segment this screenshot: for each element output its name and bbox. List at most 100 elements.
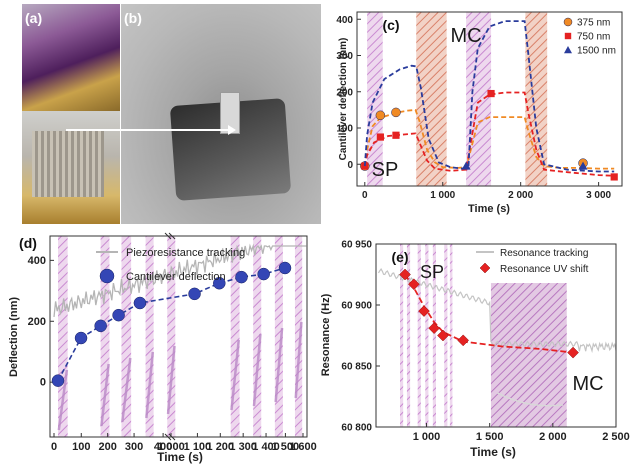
transient-trace-d — [294, 321, 303, 399]
series-tracking-e — [377, 268, 617, 354]
xtick-label-c: 1 000 — [430, 190, 455, 201]
data-point-d — [133, 296, 147, 310]
legend-label-e: Resonance tracking — [500, 248, 588, 259]
xtick-label-e: 1 500 — [476, 431, 504, 443]
xtick-label-d: 1 400 — [252, 441, 280, 453]
chip-cantilever-array — [32, 131, 104, 197]
chart-c: 0 100 200 300 400 0 1 000 2 000 3 000 Time (s) Can… — [336, 11, 623, 215]
panel-label-c: (c) — [382, 17, 399, 33]
x-axis-label-c: Time (s) — [468, 203, 510, 215]
annotation-sp-c: SP — [372, 159, 399, 181]
xtick-label-d: 1 500 — [272, 441, 300, 453]
data-point-c — [487, 89, 495, 98]
band-mc-1 — [416, 12, 447, 186]
data-point-e — [418, 305, 430, 317]
band-sp-e-0 — [400, 244, 404, 427]
legend-label-e: Resonance UV shift — [500, 264, 589, 275]
legend-label-c: 750 nm — [577, 32, 610, 43]
data-point-e — [428, 322, 440, 335]
data-point-e — [399, 268, 411, 281]
data-point-c — [375, 110, 386, 121]
annotation-sp-e: SP — [420, 262, 444, 282]
xtick-label-c: 3 000 — [586, 190, 611, 201]
legend-label-c: 375 nm — [577, 18, 610, 29]
data-point-d — [278, 261, 292, 275]
xtick-label-e: 2 500 — [602, 431, 630, 443]
band-sp-2 — [466, 12, 492, 186]
ytick-label-e: 60 950 — [341, 240, 372, 251]
band-sp-e-4 — [432, 244, 436, 427]
plot-frame-c — [356, 11, 623, 187]
transient-trace-d — [252, 333, 262, 407]
transient-trace-d — [121, 357, 132, 423]
panel-label-d: (d) — [19, 235, 37, 251]
ytick-label-d: 400 — [28, 255, 46, 267]
legend-label-d: Piezoresistance tracking — [126, 247, 245, 259]
ytick-label-c: 200 — [336, 87, 353, 98]
legend-marker-c — [563, 17, 573, 27]
legend-label-c: 1500 nm — [577, 46, 616, 57]
transient-trace-d — [166, 345, 176, 415]
chart-e: 60 800 60 850 60 900 60 950 1 000 1 500 2 000 2… — [320, 240, 630, 460]
data-point-e — [457, 334, 470, 347]
xtick-label-d: 400 — [154, 441, 172, 453]
transient-trace-d — [57, 369, 69, 431]
legend-label-d: Cantilever deflection — [126, 271, 226, 283]
pointer-arrow-head — [228, 125, 236, 135]
xtick-label-e: 2 000 — [539, 431, 567, 443]
data-point-d — [94, 319, 107, 333]
xtick-label-c: 0 — [362, 190, 368, 201]
xtick-label-d: 0 — [51, 441, 57, 453]
annotation-mc-c: MC — [450, 25, 481, 47]
band-sp-d-3 — [145, 236, 154, 437]
ytick-label-c: 0 — [347, 160, 353, 171]
xtick-label-c: 2 000 — [508, 190, 533, 201]
series-tracking-d — [53, 243, 307, 317]
band-sp-d-1 — [100, 236, 110, 437]
annotation-mc-e: MC — [572, 373, 603, 395]
band-sp-d-8 — [294, 236, 303, 437]
xtick-label-d: 100 — [72, 441, 90, 453]
band-sp-d-4 — [167, 236, 176, 437]
ytick-label-e: 60 850 — [341, 362, 372, 373]
legend-marker-c — [564, 46, 572, 54]
band-mc-3 — [525, 12, 548, 186]
ytick-label-d: 200 — [28, 316, 46, 328]
panel-label-a: (a) — [25, 10, 43, 26]
data-point-c — [391, 107, 401, 118]
data-point-d — [257, 267, 270, 281]
transient-trace-d — [230, 339, 240, 411]
transient-trace-d — [145, 351, 155, 419]
legend-marker-e — [479, 262, 491, 274]
photo-chip-top — [22, 4, 120, 111]
transient-trace-d — [274, 327, 284, 403]
x-axis-label-e: Time (s) — [470, 445, 516, 459]
band-sp-e-1 — [406, 244, 411, 427]
band-sp-d-7 — [274, 236, 283, 437]
plot-frame-d — [49, 235, 308, 438]
panel-label-e: (e) — [391, 249, 408, 265]
panel-label-b: (b) — [124, 10, 142, 26]
xtick-label-d: 200 — [98, 441, 116, 453]
series-fit-d — [57, 267, 286, 382]
plot-frame-e — [375, 243, 617, 428]
data-point-d — [235, 270, 248, 284]
xtick-label-d: 300 — [125, 441, 143, 453]
band-sp-e-2 — [417, 244, 421, 427]
xtick-label-d: 1 200 — [207, 441, 235, 453]
legend-marker-d — [99, 268, 115, 284]
xtick-label-d: 1 000 — [157, 441, 185, 453]
data-point-e — [437, 329, 449, 342]
data-point-d — [74, 331, 88, 345]
xtick-label-d: 1 100 — [184, 441, 212, 453]
data-point-c — [376, 133, 384, 141]
axis-break-top-d — [164, 232, 176, 240]
data-point-c — [461, 161, 471, 170]
series-tracking-low-e — [496, 392, 564, 407]
band-sp-e-3 — [425, 244, 429, 427]
xtick-label-d: 1 300 — [229, 441, 257, 453]
legend-marker-c — [564, 32, 572, 40]
band-sp-d-6 — [253, 236, 262, 437]
